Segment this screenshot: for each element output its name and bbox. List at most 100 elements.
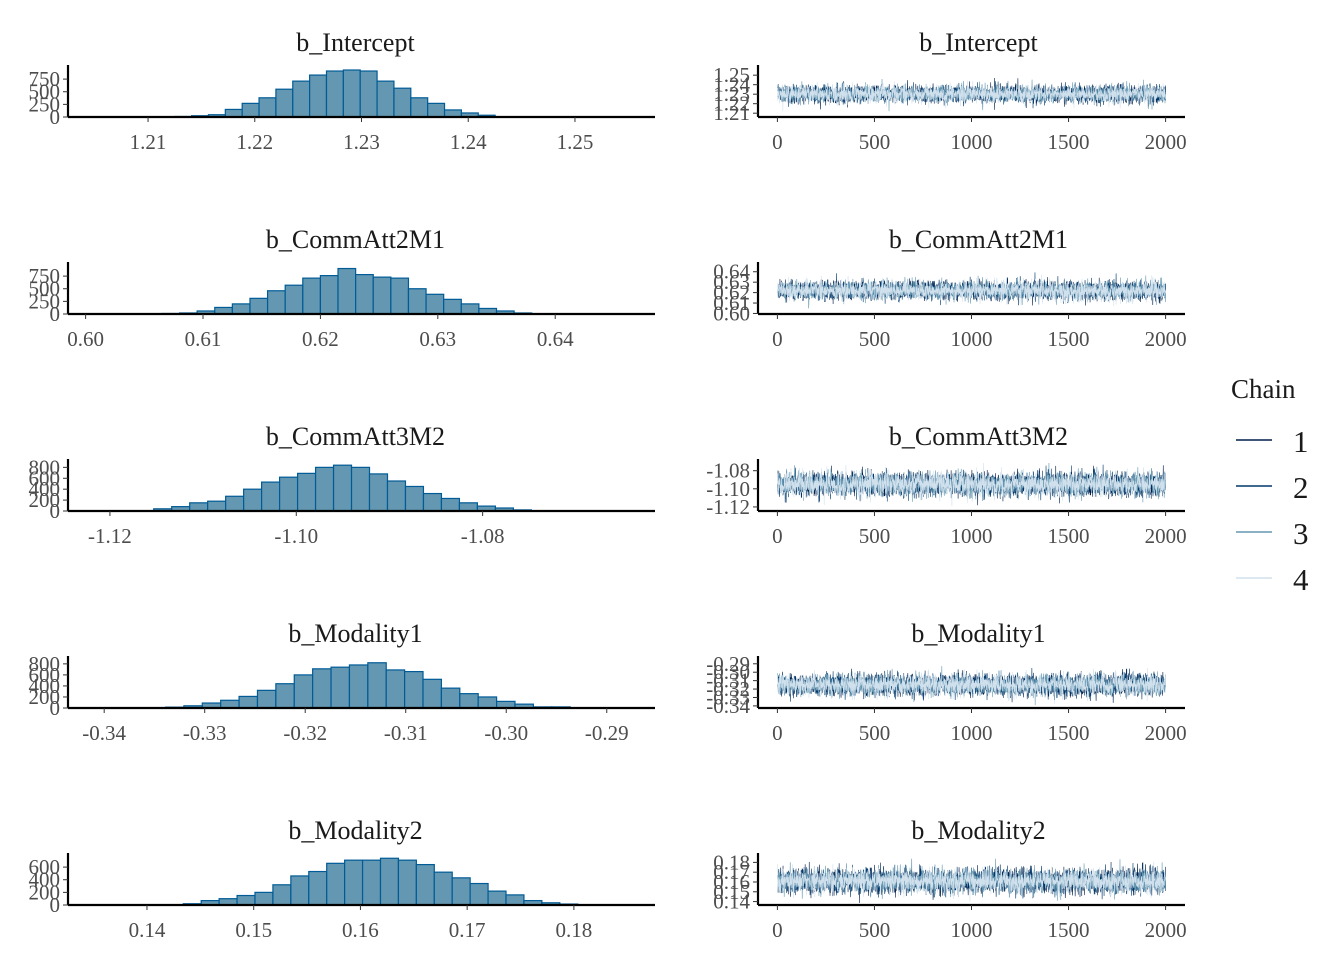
trace-panel-b-intercept: b_Intercept 0 500 1000 1500 2000 1.211.221.231…: [713, 28, 1186, 154]
legend-title: Chain: [1231, 374, 1296, 404]
histogram-bar: [350, 466, 371, 512]
y-tick-label: 800: [29, 455, 61, 479]
histogram-bar: [278, 476, 299, 512]
x-tick-label: 2000: [1145, 721, 1187, 745]
x-tick-label: 0.62: [302, 327, 339, 351]
trace-panel-b-commatt3m2: b_CommAtt3M2 0 500 1000 1500 2000 -1.12-1.10-1…: [706, 422, 1186, 548]
x-tick-label: 0.17: [449, 918, 486, 942]
y-tick-label: 400: [29, 674, 61, 698]
legend-entry-2: 2: [1236, 470, 1309, 505]
y-tick-label: 400: [29, 477, 61, 501]
histogram-bar: [241, 102, 260, 118]
x-tick-label: 0.61: [185, 327, 222, 351]
y-tick-label: 1.22: [713, 92, 750, 116]
histogram-bar: [404, 485, 425, 512]
histogram-bar: [385, 669, 406, 709]
x-tick-label: 0: [772, 918, 783, 942]
x-tick-label: 0: [772, 327, 783, 351]
histogram-bar: [325, 70, 344, 118]
histogram-bar: [309, 74, 328, 118]
x-tick-label: 0.63: [419, 327, 456, 351]
panel-title: b_Modality1: [288, 619, 422, 648]
histogram-bar: [410, 97, 429, 118]
trace-line-chain-4: [777, 462, 1166, 507]
legend-entry-3: 3: [1236, 516, 1309, 551]
trace-line-chain-4: [777, 668, 1166, 704]
histogram-panel-b-commatt2m1: b_CommAtt2M1 0.60 0.61 0.62 0.63 0.64 02505007…: [29, 225, 655, 351]
histogram-bar: [312, 668, 332, 709]
y-tick-label: 1.23: [713, 82, 750, 106]
y-tick-label: -1.08: [706, 459, 750, 483]
x-tick-label: 0: [772, 130, 783, 154]
x-tick-label: 500: [859, 130, 891, 154]
histogram-bar: [272, 884, 292, 906]
histogram-bar: [458, 502, 479, 512]
histogram-bar: [314, 466, 335, 512]
histogram-bar: [342, 69, 361, 118]
x-tick-label: -0.34: [82, 721, 126, 745]
histogram-bar: [326, 862, 346, 906]
histogram-bar: [451, 877, 471, 906]
histogram-panel-b-intercept: b_Intercept 1.21 1.22 1.23 1.24 1.25 025050075…: [29, 28, 655, 154]
y-tick-label: 0: [50, 696, 61, 720]
histogram-bar: [319, 275, 339, 315]
y-tick-label: -0.30: [706, 660, 750, 684]
y-tick-label: 0.17: [713, 860, 750, 884]
x-tick-label: -0.33: [183, 721, 227, 745]
y-tick-label: 0.64: [713, 260, 750, 284]
chain-legend: Chain 1 2 3 4: [1231, 374, 1309, 597]
histogram-bar: [266, 290, 286, 315]
x-tick-label: -0.29: [585, 721, 629, 745]
y-tick-label: 250: [29, 92, 61, 116]
histogram-bar: [443, 298, 462, 315]
y-tick-label: 200: [29, 685, 61, 709]
x-tick-label: 0: [772, 721, 783, 745]
y-tick-label: -1.12: [706, 495, 750, 519]
x-tick-label: 0.64: [537, 327, 574, 351]
panel-title: b_CommAtt2M1: [266, 225, 445, 254]
y-tick-label: -0.29: [706, 652, 750, 676]
y-tick-label: 0.62: [713, 281, 750, 305]
x-tick-label: 1.23: [343, 130, 380, 154]
y-tick-label: 750: [29, 264, 61, 288]
histogram-bar: [440, 687, 461, 709]
histogram-bar: [189, 502, 209, 512]
histogram-bar: [459, 693, 479, 709]
histogram-bar: [386, 480, 407, 512]
histogram-bar: [359, 70, 378, 118]
x-tick-label: 0.14: [129, 918, 166, 942]
y-tick-label: 0: [50, 105, 61, 129]
x-tick-label: 500: [859, 721, 891, 745]
legend-label-chain-1: 1: [1293, 424, 1309, 459]
y-tick-label: 0.16: [713, 870, 750, 894]
panel-title: b_Modality2: [911, 816, 1045, 845]
histogram-bar: [348, 664, 369, 709]
histogram-panel-b-modality2: b_Modality2 0.14 0.15 0.16 0.17 0.18 020040060…: [29, 816, 655, 942]
trace-line-chain-4: [777, 274, 1166, 307]
y-tick-label: -0.34: [706, 694, 750, 718]
histogram-bar: [261, 481, 281, 512]
x-tick-label: -0.32: [283, 721, 327, 745]
y-tick-label: 750: [29, 67, 61, 91]
x-tick-label: 2000: [1145, 130, 1187, 154]
y-tick-label: 1.24: [713, 73, 750, 97]
x-tick-label: 1500: [1048, 918, 1090, 942]
histogram-bar: [296, 472, 317, 512]
x-tick-label: 1500: [1048, 524, 1090, 548]
histogram-bar: [302, 277, 322, 315]
histogram-bar: [284, 284, 304, 315]
histogram-bar: [487, 890, 507, 906]
histogram-bar: [407, 288, 427, 315]
x-tick-label: 500: [859, 524, 891, 548]
histogram-panel-b-modality1: b_Modality1 -0.34 -0.33 -0.32 -0.31 -0.30 -0.2…: [29, 619, 655, 745]
y-tick-label: 500: [29, 80, 61, 104]
histogram-bar: [256, 689, 277, 709]
histogram-bar: [393, 87, 412, 118]
histogram-bar: [415, 863, 435, 906]
histogram-bar: [249, 297, 269, 315]
x-tick-label: 1500: [1048, 130, 1090, 154]
y-tick-label: 0.63: [713, 270, 750, 294]
histogram-bar: [275, 88, 294, 118]
x-tick-label: 2000: [1145, 524, 1187, 548]
